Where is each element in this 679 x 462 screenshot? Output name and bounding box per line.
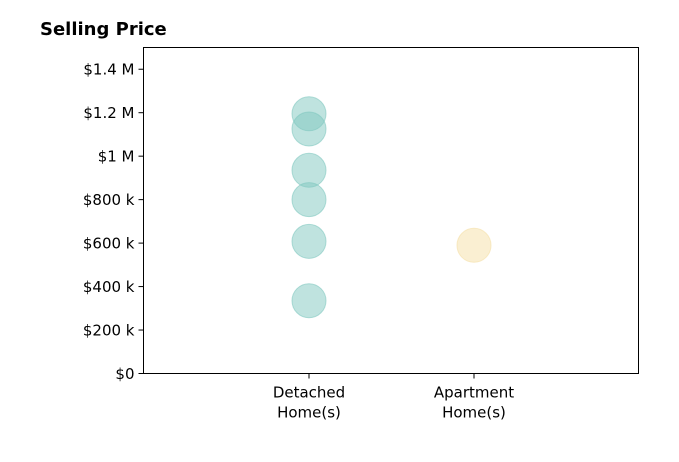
x-tick-label: Apartment Home(s) [434,384,514,422]
chart-title: Selling Price [40,19,167,40]
data-points [291,96,492,319]
plot-area-frame [143,47,639,374]
data-point [291,223,327,259]
x-axis: Detached Home(s) Apartment Home(s) [273,373,514,422]
data-point [291,182,327,218]
y-tick-label: $400 k [83,278,135,296]
y-tick-label: $600 k [83,235,135,253]
data-point [291,283,327,319]
y-tick-label: $200 k [83,322,135,340]
y-tick-label: $0 [115,365,134,383]
data-point [291,111,327,147]
x-tick-label: Detached Home(s) [273,384,345,422]
data-point [456,227,492,263]
y-tick-label: $1.4 M [83,61,134,79]
y-axis: $0 $200 k $400 k $600 k $800 k $1 M $1.2 M $1.4… [83,61,144,383]
y-tick-label: $1.2 M [83,104,134,122]
y-tick-label: $800 k [83,191,135,209]
y-tick-label: $1 M [98,148,135,166]
